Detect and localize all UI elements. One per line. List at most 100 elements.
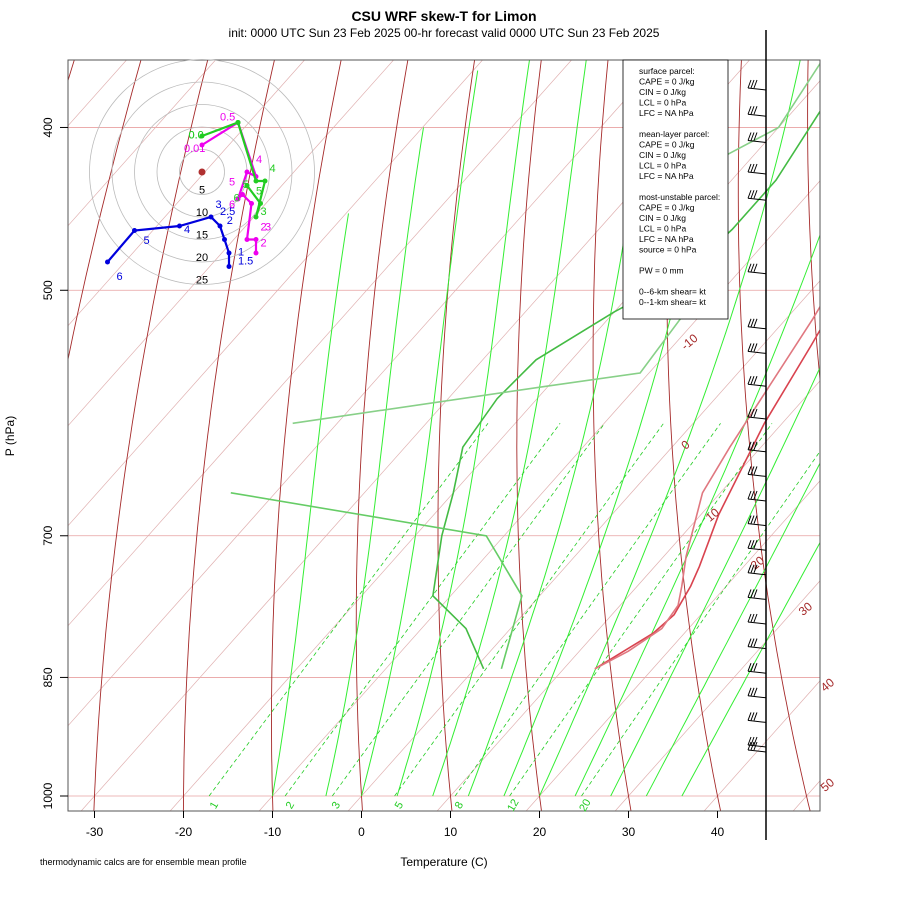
- x-tick-label: 0: [358, 825, 365, 839]
- wind-barb-flag: [753, 79, 758, 89]
- wind-barb-staff: [747, 171, 767, 175]
- wind-barb-flag: [753, 132, 758, 141]
- isotherm-line: [68, 60, 395, 427]
- mixing-ratio-line: [509, 423, 773, 797]
- info-box-line: CIN = 0 J/kg: [639, 213, 686, 223]
- wind-barb-flag: [750, 163, 755, 173]
- mixing-ratio-line: [454, 423, 721, 797]
- hodo-blue-label: 5: [144, 235, 150, 247]
- hodo-blue-label: 1: [238, 246, 244, 258]
- hodo-blue-point: [105, 259, 110, 265]
- wind-barb-flag: [750, 79, 755, 89]
- hodo-magenta-label: 4: [256, 154, 262, 166]
- isotherm-label: 30: [796, 599, 815, 619]
- info-box-line: LCL = 0 hPa: [639, 98, 686, 108]
- isotherm-line: [436, 380, 820, 811]
- plot-frame: [67, 59, 821, 812]
- x-tick-label: -30: [86, 825, 104, 839]
- wind-barb-flag: [750, 190, 755, 199]
- hodograph-ring-label: 10: [196, 207, 208, 219]
- mixing-ratio-label: 8: [453, 800, 466, 811]
- wind-barb-flag: [753, 263, 758, 272]
- wind-barb-staff: [747, 596, 767, 600]
- mixing-ratio-line: [284, 423, 561, 797]
- wind-barb-staff: [747, 326, 767, 330]
- dry-adiabat: [68, 60, 142, 362]
- wind-barb-flag: [753, 736, 758, 746]
- dry-adiabat: [737, 60, 811, 811]
- wind-barb-staff: [747, 523, 767, 527]
- wind-barb-flag: [753, 376, 758, 385]
- hodo-magenta-point: [235, 196, 241, 202]
- info-box-line: CAPE = 0 J/kg: [639, 140, 695, 150]
- dry-adiabat: [355, 60, 409, 811]
- hodograph-ring: [134, 104, 270, 240]
- mixing-ratio-label: 3: [330, 800, 343, 811]
- moist-adiabat: [432, 60, 587, 797]
- temperature-axis: -30 -20 -10 0 10 20 30 40: [86, 811, 725, 839]
- wind-barb-flag: [750, 263, 755, 272]
- wind-barb-flag: [747, 190, 752, 199]
- wind-barb-flag: [750, 663, 755, 672]
- hodo-green-label: 0.0: [189, 129, 204, 141]
- wind-barb-flag: [747, 564, 752, 573]
- x-tick-label: 40: [711, 825, 725, 839]
- wind-barb-flag: [747, 343, 752, 352]
- y-tick-label: 700: [41, 525, 55, 545]
- wind-barb-flag: [747, 408, 752, 418]
- wind-barb-staff: [747, 744, 767, 748]
- wind-barb-flag: [750, 343, 755, 352]
- hodo-blue-label: 6: [117, 271, 123, 283]
- mixing-ratio-label: 20: [577, 797, 594, 814]
- hodograph-ring-label: 5: [199, 185, 205, 197]
- hodo-green-label: 3: [261, 206, 267, 218]
- hodograph-ring-label: 25: [196, 275, 208, 287]
- info-box-line: CAPE = 0 J/kg: [639, 203, 695, 213]
- wind-barb-flag: [750, 490, 755, 500]
- isotherm-label: 50: [818, 775, 837, 795]
- info-box-line: LCL = 0 hPa: [639, 224, 686, 234]
- hodo-magenta-point: [199, 142, 205, 148]
- hodo-blue-point: [222, 237, 227, 242]
- isotherm-line: [68, 60, 573, 627]
- y-tick-label: 500: [41, 280, 55, 300]
- wind-barb-staff: [747, 547, 767, 551]
- wind-barb-flag: [747, 132, 752, 141]
- wind-barb-flag: [753, 638, 758, 647]
- wind-barb-flag: [747, 589, 752, 598]
- wind-barb-flag: [747, 490, 752, 500]
- wind-barb-flag: [750, 466, 755, 475]
- info-box-line: CIN = 0 J/kg: [639, 150, 686, 160]
- info-box-line: LFC = NA hPa: [639, 108, 694, 118]
- moist-adiabat: [325, 127, 424, 797]
- mixing-ratio-label: 12: [505, 797, 522, 814]
- sounding-profile-line: [230, 492, 523, 670]
- background-grid: [68, 60, 820, 811]
- wind-barb-flag: [750, 515, 755, 524]
- wind-barb-flag: [753, 106, 758, 115]
- wind-barb-flag: [747, 263, 752, 272]
- info-box-line: source = 0 hPa: [639, 245, 697, 255]
- hodo-blue-label: 2.5: [220, 206, 235, 218]
- hodo-magenta-label: 0.01: [184, 143, 205, 155]
- hodograph: 51015202511.522.534560.50.014562320.0456…: [89, 59, 315, 287]
- wind-barb-flag: [747, 638, 752, 647]
- x-axis-label: Temperature (C): [400, 855, 487, 869]
- wind-barb-staff: [747, 449, 767, 453]
- wind-barb-flag: [747, 79, 752, 89]
- info-box-line: CAPE = 0 J/kg: [639, 77, 695, 87]
- wind-barb-flag: [753, 441, 758, 450]
- wind-barb-flag: [750, 376, 755, 385]
- hodo-magenta-point: [253, 250, 259, 256]
- hodo-magenta-label: 2: [261, 237, 267, 249]
- wind-barb-flag: [750, 687, 755, 696]
- wind-barb-column: [747, 30, 767, 840]
- moist-adiabat: [361, 70, 479, 797]
- wind-barb-staff: [747, 670, 767, 674]
- wind-barb-flag: [750, 712, 755, 721]
- mixing-ratio-line: [331, 423, 606, 797]
- wind-barb-flag: [753, 564, 758, 573]
- isotherm-label: 10: [703, 505, 722, 525]
- x-tick-label: -10: [264, 825, 282, 839]
